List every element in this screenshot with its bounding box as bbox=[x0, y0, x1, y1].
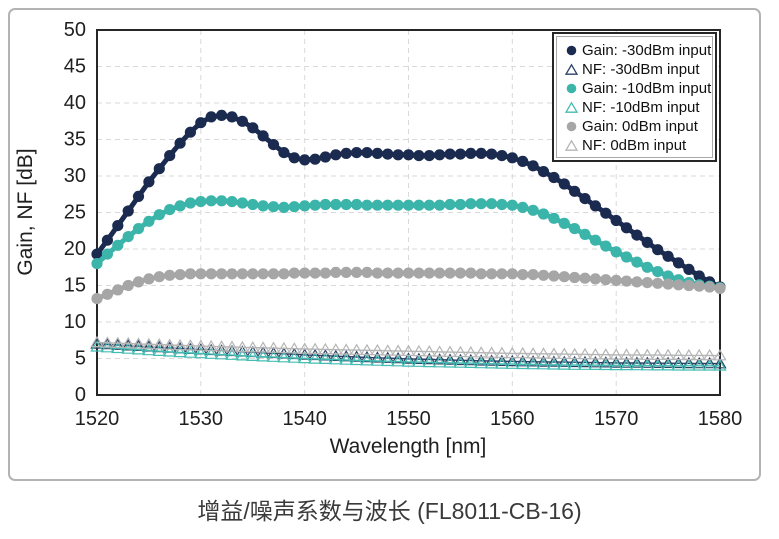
legend-item-label: Gain: 0dBm input bbox=[582, 118, 698, 135]
svg-text:40: 40 bbox=[64, 92, 86, 114]
legend-item-gain-minus10dbm: Gain: -10dBm input bbox=[565, 79, 711, 98]
svg-text:1520: 1520 bbox=[75, 408, 120, 430]
legend-box: Gain: -30dBm input NF: -30dBm input Gain… bbox=[556, 36, 713, 158]
legend-item-label: NF: 0dBm input bbox=[582, 137, 687, 154]
filled-circle-marker-icon bbox=[565, 120, 578, 133]
open-triangle-marker-icon bbox=[565, 139, 578, 152]
svg-text:1560: 1560 bbox=[490, 408, 535, 430]
svg-text:50: 50 bbox=[64, 19, 86, 41]
legend-item-label: Gain: -10dBm input bbox=[582, 80, 712, 97]
svg-text:1570: 1570 bbox=[594, 408, 639, 430]
filled-circle-marker-icon bbox=[565, 82, 578, 95]
filled-circle-marker-icon bbox=[565, 44, 578, 57]
x-axis-label: Wavelength [nm] bbox=[330, 435, 487, 458]
chart-card: 0 5 10 15 20 25 30 35 40 45 50 1520 1530 1540 1550 1560… bbox=[8, 8, 761, 481]
svg-text:1530: 1530 bbox=[179, 408, 224, 430]
legend-item-gain-minus30dbm: Gain: -30dBm input bbox=[565, 41, 711, 60]
svg-text:35: 35 bbox=[64, 129, 86, 151]
legend-item-label: NF: -30dBm input bbox=[582, 61, 700, 78]
chart-caption: 增益/噪声系数与波长 (FL8011-CB-16) bbox=[197, 498, 582, 524]
legend-item-nf-minus30dbm: NF: -30dBm input bbox=[565, 60, 706, 79]
svg-text:0: 0 bbox=[75, 384, 86, 406]
y-axis-label: Gain, NF [dB] bbox=[14, 148, 37, 275]
legend: Gain: -30dBm input NF: -30dBm input Gain… bbox=[552, 32, 717, 162]
legend-item-nf-minus10dbm: NF: -10dBm input bbox=[565, 98, 706, 117]
svg-text:1540: 1540 bbox=[282, 408, 327, 430]
open-triangle-marker-icon bbox=[565, 101, 578, 114]
svg-text:20: 20 bbox=[64, 238, 86, 260]
svg-text:10: 10 bbox=[64, 311, 86, 333]
svg-text:1550: 1550 bbox=[386, 408, 431, 430]
svg-text:25: 25 bbox=[64, 202, 86, 224]
svg-text:1580: 1580 bbox=[698, 408, 743, 430]
legend-item-nf-0dbm: NF: 0dBm input bbox=[565, 136, 706, 155]
svg-text:30: 30 bbox=[64, 165, 86, 187]
svg-text:45: 45 bbox=[64, 56, 86, 78]
legend-item-label: Gain: -30dBm input bbox=[582, 42, 712, 59]
open-triangle-marker-icon bbox=[565, 63, 578, 76]
legend-item-label: NF: -10dBm input bbox=[582, 99, 700, 116]
svg-text:5: 5 bbox=[75, 348, 86, 370]
legend-item-gain-0dbm: Gain: 0dBm input bbox=[565, 117, 706, 136]
svg-text:15: 15 bbox=[64, 275, 86, 297]
